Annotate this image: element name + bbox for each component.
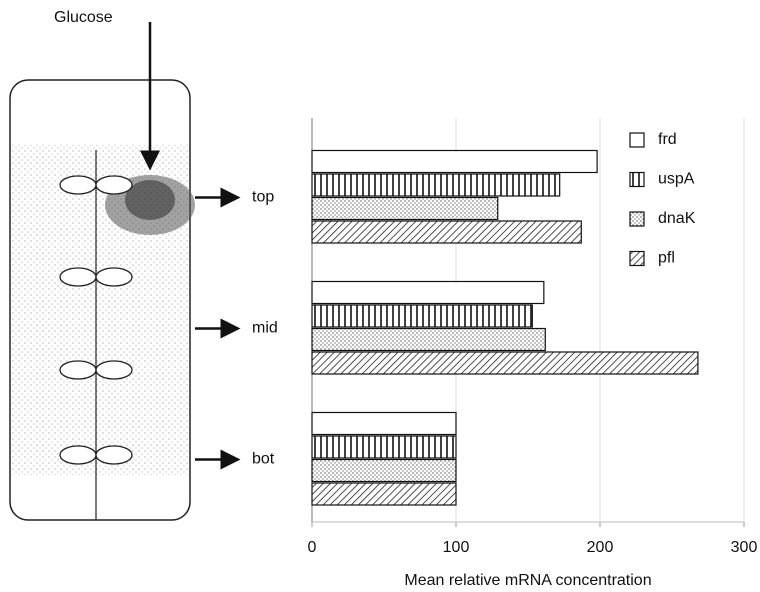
x-tick-label: 0 — [308, 539, 317, 556]
bar — [311, 149, 598, 174]
bar — [311, 435, 457, 459]
bar — [311, 220, 582, 244]
legend-swatch — [629, 250, 645, 267]
legend-swatch — [629, 132, 645, 148]
legend-label: frd — [658, 131, 677, 148]
x-tick-label: 300 — [731, 539, 758, 556]
x-tick-label: 100 — [443, 539, 470, 556]
bar — [311, 280, 545, 305]
legend-label: pfl — [658, 250, 675, 267]
bar — [311, 304, 533, 328]
x-axis-label: Mean relative mRNA concentration — [404, 572, 651, 589]
legend-swatch — [629, 211, 645, 227]
glucose-label: Glucose — [54, 9, 113, 26]
column-diagram: Glucose — [9, 9, 195, 521]
category-label: top — [252, 189, 274, 206]
bar — [311, 351, 699, 375]
bar — [311, 411, 457, 436]
legend-swatch — [629, 171, 645, 188]
legend-label: dnaK — [658, 210, 696, 227]
x-tick-label: 200 — [587, 539, 614, 556]
legend-label: uspA — [658, 171, 695, 188]
bar — [311, 482, 457, 506]
category-label: bot — [252, 451, 275, 468]
bar — [311, 327, 546, 352]
category-label: mid — [252, 320, 278, 337]
bar — [311, 173, 561, 197]
bar — [311, 196, 499, 221]
bar — [311, 458, 457, 483]
